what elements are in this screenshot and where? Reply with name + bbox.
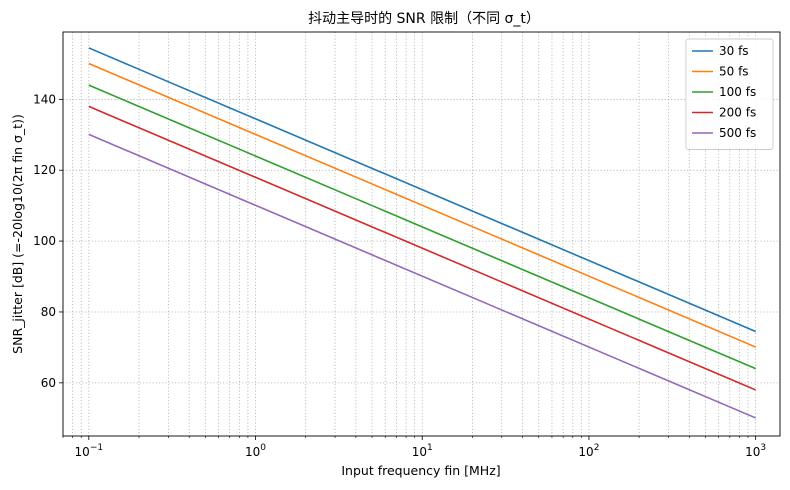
legend: 30 fs 50 fs 100 fs 200 fs 500 fs: [685, 38, 774, 150]
y-tick-label: 140: [33, 92, 56, 106]
series-lines: [88, 47, 756, 419]
series-line: [88, 105, 756, 391]
x-axis-label: Input frequency fin [MHz]: [341, 463, 500, 478]
x-axis-ticks: 10−1 100 101 102 103: [62, 436, 766, 459]
y-tick-label: 80: [41, 305, 56, 319]
legend-label: 50 fs: [719, 65, 749, 79]
y-tick-label: 100: [33, 234, 56, 248]
legend-label: 200 fs: [719, 106, 756, 120]
x-tick-label: 100: [245, 443, 266, 459]
chart-title: 抖动主导时的 SNR 限制（不同 σ_t）: [308, 11, 540, 27]
y-tick-label: 120: [33, 163, 56, 177]
series-line: [88, 47, 756, 333]
series-line: [88, 133, 756, 419]
x-tick-label: 103: [745, 443, 766, 459]
legend-label: 30 fs: [719, 44, 749, 58]
grid-lines: [62, 32, 780, 436]
y-axis-label: SNR_jitter [dB] (=-20log10(2π fin σ_t)): [10, 114, 25, 354]
series-line: [88, 62, 756, 348]
plot-frame: [62, 31, 781, 437]
x-tick-label: 10−1: [75, 443, 104, 459]
series-line: [88, 84, 756, 370]
x-tick-label: 101: [412, 443, 433, 459]
y-axis-ticks: 60 80 100 120 140: [33, 92, 63, 390]
legend-label: 500 fs: [719, 126, 756, 140]
y-tick-label: 60: [41, 376, 56, 390]
legend-label: 100 fs: [719, 85, 756, 99]
x-tick-label: 102: [578, 443, 599, 459]
legend-box: [685, 38, 774, 150]
